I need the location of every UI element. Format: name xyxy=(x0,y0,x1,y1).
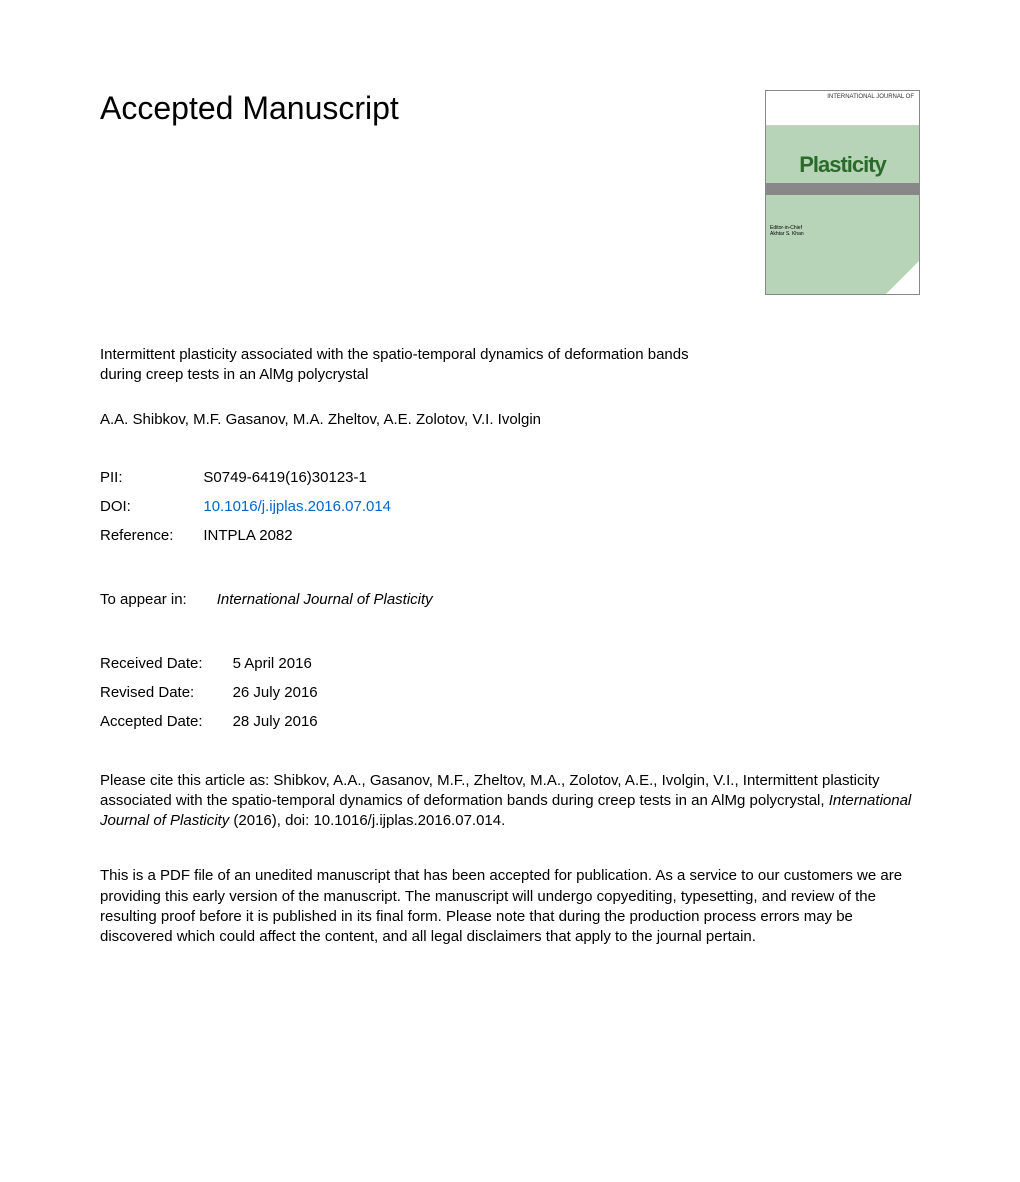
revised-value: 26 July 2016 xyxy=(233,678,318,707)
page-title: Accepted Manuscript xyxy=(100,90,399,127)
cover-editor-name: Akhtar S. Khan xyxy=(770,231,915,237)
cover-bar xyxy=(766,183,919,195)
received-label: Received Date: xyxy=(100,649,233,678)
cover-fold-icon xyxy=(884,261,919,295)
cover-logo-area: Plasticity xyxy=(766,126,919,221)
metadata-table: PII: S0749-6419(16)30123-1 DOI: 10.1016/… xyxy=(100,463,391,550)
disclaimer-text: This is a PDF file of an unedited manusc… xyxy=(100,866,920,947)
dates-table: Received Date: 5 April 2016 Revised Date… xyxy=(100,649,318,736)
accepted-label: Accepted Date: xyxy=(100,707,233,736)
pii-label: PII: xyxy=(100,463,203,492)
accepted-value: 28 July 2016 xyxy=(233,707,318,736)
citation-suffix: (2016), doi: 10.1016/j.ijplas.2016.07.01… xyxy=(229,812,505,829)
revised-label: Revised Date: xyxy=(100,678,233,707)
citation-text: Please cite this article as: Shibkov, A.… xyxy=(100,771,920,832)
journal-cover-thumbnail: INTERNATIONAL JOURNAL OF Plasticity Edit… xyxy=(765,90,920,295)
article-title: Intermittent plasticity associated with … xyxy=(100,345,720,386)
appear-value: International Journal of Plasticity xyxy=(217,585,433,614)
doi-link[interactable]: 10.1016/j.ijplas.2016.07.014 xyxy=(203,498,391,515)
received-value: 5 April 2016 xyxy=(233,649,318,678)
reference-label: Reference: xyxy=(100,521,203,550)
citation-prefix: Please cite this article as: Shibkov, A.… xyxy=(100,772,880,809)
doi-label: DOI: xyxy=(100,492,203,521)
pii-value: S0749-6419(16)30123-1 xyxy=(203,463,391,492)
appear-label: To appear in: xyxy=(100,585,217,614)
authors-list: A.A. Shibkov, M.F. Gasanov, M.A. Zheltov… xyxy=(100,411,920,428)
cover-journal-name: Plasticity xyxy=(799,152,886,178)
reference-value: INTPLA 2082 xyxy=(203,521,391,550)
appear-table: To appear in: International Journal of P… xyxy=(100,585,433,614)
cover-bottom-area: Editor-in-Chief Akhtar S. Khan xyxy=(766,221,919,295)
cover-header: INTERNATIONAL JOURNAL OF xyxy=(766,91,919,126)
